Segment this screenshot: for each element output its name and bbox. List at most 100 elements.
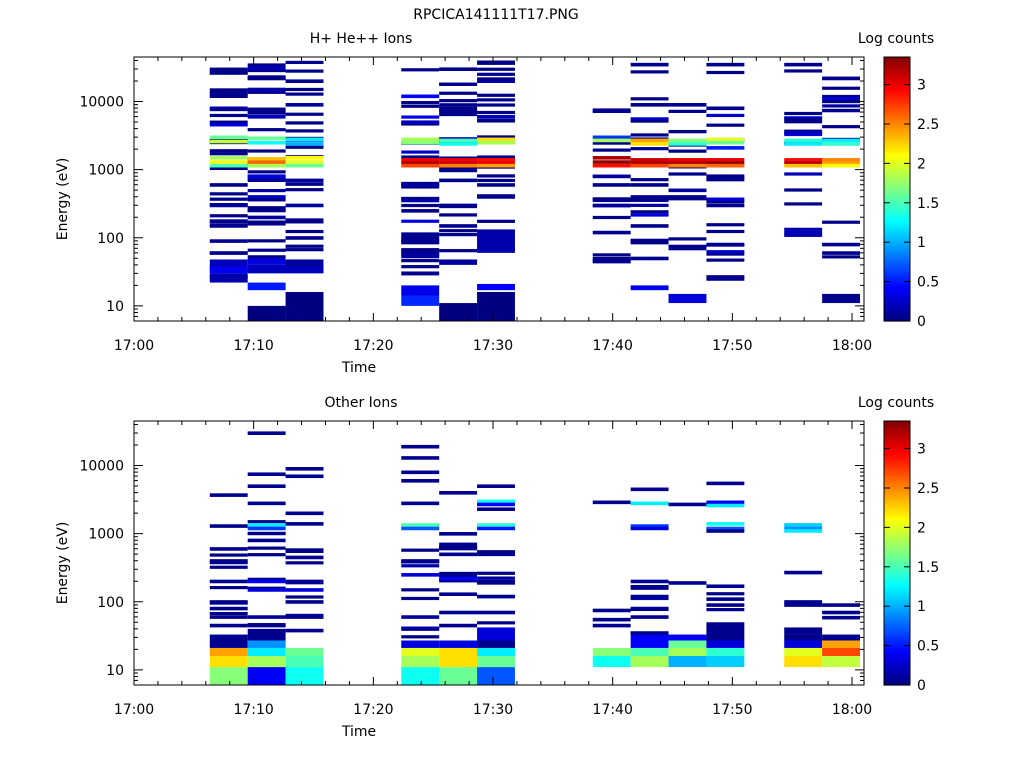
spectrogram-cell bbox=[247, 208, 286, 213]
spectrogram-cell bbox=[247, 87, 286, 92]
colorbar-step bbox=[884, 641, 910, 644]
spectrogram-cell bbox=[209, 67, 248, 71]
colorbar-step bbox=[884, 57, 910, 60]
colorbar-step bbox=[884, 423, 910, 426]
colorbar-step bbox=[884, 283, 910, 287]
colorbar-step bbox=[884, 131, 910, 135]
colorbar-step bbox=[884, 138, 910, 142]
colorbar-tick-label: 1 bbox=[917, 235, 926, 251]
spectrogram-cell bbox=[439, 213, 478, 217]
spectrogram-column bbox=[630, 487, 669, 668]
spectrogram-cell bbox=[209, 251, 248, 255]
colorbar-step bbox=[884, 118, 910, 122]
spectrogram-cell bbox=[209, 160, 248, 164]
spectrogram-cell bbox=[439, 106, 478, 111]
spectrogram-cell bbox=[477, 195, 515, 199]
spectrogram-cell bbox=[401, 140, 440, 145]
spectrogram-cell bbox=[706, 62, 745, 67]
spectrogram-cell bbox=[401, 183, 440, 187]
spectrogram-cell bbox=[439, 158, 478, 162]
colorbar-step bbox=[884, 96, 910, 100]
spectrogram-cell bbox=[401, 456, 440, 460]
colorbar-step bbox=[884, 572, 910, 576]
spectrogram-cell bbox=[401, 655, 440, 668]
spectrogram-cell bbox=[784, 188, 823, 192]
colorbar-step bbox=[884, 594, 910, 598]
colorbar-step bbox=[884, 440, 910, 444]
spectrogram-cell bbox=[477, 507, 515, 511]
spectrogram-cell bbox=[247, 107, 286, 111]
spectrogram-cell bbox=[285, 588, 324, 592]
spectrogram-cell bbox=[706, 275, 745, 279]
spectrogram-cell bbox=[285, 178, 324, 183]
x-tick-label: 17:20 bbox=[353, 702, 393, 718]
colorbar-step bbox=[884, 533, 910, 536]
colorbar-step bbox=[884, 266, 910, 269]
spectrogram-cell bbox=[401, 197, 440, 201]
colorbar-step bbox=[884, 546, 910, 550]
spectrogram-cell bbox=[630, 210, 669, 214]
colorbar-step bbox=[884, 314, 910, 318]
colorbar-step bbox=[884, 445, 910, 448]
colorbar-step bbox=[884, 489, 910, 492]
spectrogram-cell bbox=[477, 526, 515, 531]
spectrogram-cell bbox=[592, 138, 631, 143]
colorbar-step bbox=[884, 603, 910, 607]
spectrogram-cell bbox=[784, 600, 823, 604]
colorbar-step bbox=[884, 647, 910, 651]
colorbar-step bbox=[884, 625, 910, 629]
spectrogram-cell bbox=[209, 606, 248, 611]
spectrogram-cell bbox=[668, 142, 707, 146]
spectrogram-cell bbox=[439, 667, 478, 685]
spectrogram-cell bbox=[822, 242, 861, 247]
colorbar-tick-label: 0.5 bbox=[917, 275, 939, 291]
colorbar-step bbox=[884, 502, 910, 506]
colorbar-step bbox=[884, 559, 910, 563]
spectrogram-column bbox=[822, 603, 861, 668]
colorbar-step bbox=[884, 458, 910, 462]
spectrogram-cell bbox=[706, 176, 745, 180]
spectrogram-cell bbox=[477, 550, 515, 554]
spectrogram-cell bbox=[439, 229, 478, 233]
spectrogram-cell bbox=[592, 183, 631, 187]
spectrogram-column bbox=[706, 481, 745, 668]
colorbar-step bbox=[884, 663, 910, 666]
colorbar-step bbox=[884, 178, 910, 181]
spectrogram-cell bbox=[285, 655, 324, 668]
spectrogram-cell bbox=[285, 467, 324, 471]
spectrogram-cell bbox=[784, 640, 823, 648]
spectrogram-cell bbox=[285, 259, 324, 267]
spectrogram-cell bbox=[668, 161, 707, 166]
spectrogram-cell bbox=[285, 579, 324, 584]
colorbar-step bbox=[884, 520, 910, 523]
spectrogram-cell bbox=[439, 169, 478, 173]
colorbar-step bbox=[884, 610, 910, 613]
colorbar-step bbox=[884, 167, 910, 170]
colorbar-step bbox=[884, 173, 910, 177]
colorbar-step bbox=[884, 636, 910, 640]
colorbar-tick-label: 2 bbox=[917, 520, 926, 536]
colorbar-step bbox=[884, 634, 910, 638]
colorbar-step bbox=[884, 160, 910, 164]
spectrogram-cell bbox=[477, 110, 515, 115]
colorbar-step bbox=[884, 61, 910, 65]
spectrogram-cell bbox=[784, 172, 823, 176]
spectrogram-cell bbox=[706, 178, 745, 182]
spectrogram-cell bbox=[477, 291, 515, 321]
spectrogram-cell bbox=[706, 522, 745, 526]
spectrogram-cell bbox=[439, 138, 478, 143]
colorbar-step bbox=[884, 184, 910, 188]
colorbar-step bbox=[884, 222, 910, 225]
spectrogram-cell bbox=[401, 647, 440, 656]
colorbar-step bbox=[884, 70, 910, 73]
spectrogram-cell bbox=[439, 224, 478, 228]
spectrogram-cell bbox=[401, 667, 440, 685]
panel-h-he-ions: H+ He++ Ions Log counts 17:00 17:10 17:20 17:… bbox=[55, 31, 939, 376]
colorbar-step bbox=[884, 252, 910, 256]
spectrogram-column bbox=[401, 68, 440, 306]
colorbar-step bbox=[884, 248, 910, 252]
plot-frame bbox=[133, 56, 865, 322]
colorbar-step bbox=[884, 432, 910, 435]
colorbar-step bbox=[884, 79, 910, 82]
colorbar-step bbox=[884, 566, 910, 569]
